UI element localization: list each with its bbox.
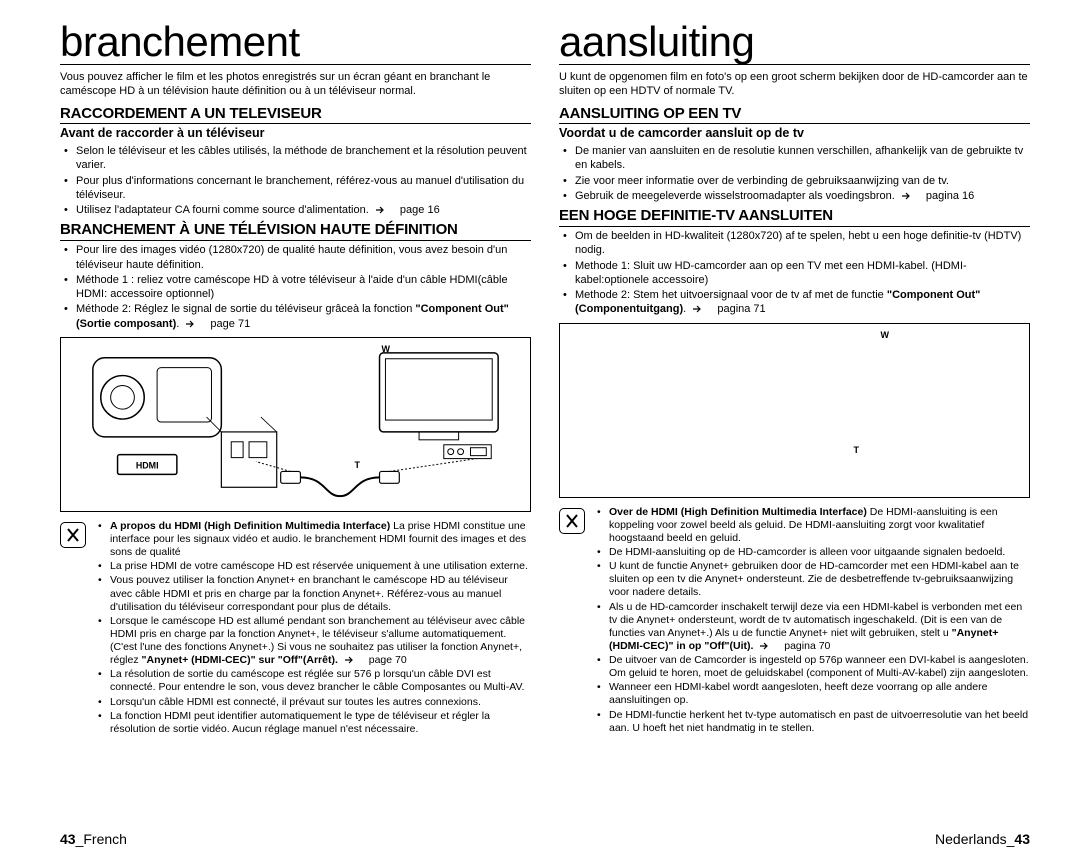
list-item: Vous pouvez utiliser la fonction Anynet+… xyxy=(94,574,531,613)
list-item-text: Méthode 2: Réglez le signal de sortie du… xyxy=(76,303,412,315)
label-w: W xyxy=(382,344,391,355)
intro-nl: U kunt de opgenomen film en foto's op ee… xyxy=(559,71,1030,99)
diagram-svg: HDMI xyxy=(61,338,530,511)
section1-heading-nl: AANSLUITING OP EEN TV xyxy=(559,105,1030,125)
list-item: Om de beelden in HD-kwaliteit (1280x720)… xyxy=(559,229,1030,258)
page-footer-left: 43_French xyxy=(60,831,127,849)
page-ref: pagina 16 xyxy=(926,190,974,202)
list-item: Wanneer een HDMI-kabel wordt aangesloten… xyxy=(593,681,1030,707)
page-footer-right: Nederlands_43 xyxy=(935,831,1030,849)
section1-sub-nl: Voordat u de camcorder aansluit op de tv xyxy=(559,126,1030,142)
page-ref: pagina 70 xyxy=(784,640,830,652)
section1-list-nl: De manier van aansluiten en de resolutie… xyxy=(559,144,1030,203)
list-item: Zie voor meer informatie over de verbind… xyxy=(559,174,1030,188)
list-item-text: Gebruik de meegeleverde wisselstroomadap… xyxy=(575,190,895,202)
note-bold: A propos du HDMI (High Definition Multim… xyxy=(110,520,390,532)
list-item: Méthode 2: Réglez le signal de sortie du… xyxy=(60,302,531,331)
chapter-title-fr: branchement xyxy=(60,20,531,65)
list-item: De HDMI-aansluiting op de HD-camcorder i… xyxy=(593,546,1030,559)
dutch-column: aansluiting U kunt de opgenomen film en … xyxy=(559,20,1030,846)
french-column: branchement Vous pouvez afficher le film… xyxy=(60,20,531,846)
list-item: Methode 2: Stem het uitvoersignaal voor … xyxy=(559,288,1030,317)
section1-sub-fr: Avant de raccorder à un téléviseur xyxy=(60,126,531,142)
language-label: Nederlands xyxy=(935,831,1007,847)
list-item-text: Methode 2: Stem het uitvoersignaal voor … xyxy=(575,289,884,301)
arrow-right-icon xyxy=(692,304,702,314)
section2-list-fr: Pour lire des images vidéo (1280x720) de… xyxy=(60,243,531,331)
note-block-fr: A propos du HDMI (High Definition Multim… xyxy=(60,520,531,741)
label-t: T xyxy=(355,460,361,471)
connection-diagram-nl: W T xyxy=(559,323,1030,498)
list-item-text: Utilisez l'adaptateur CA fourni comme so… xyxy=(76,204,369,216)
page-number: 43 xyxy=(1014,831,1030,847)
list-item: La prise HDMI de votre caméscope HD est … xyxy=(94,560,531,573)
arrow-right-icon xyxy=(375,205,385,215)
section1-heading-fr: RACCORDEMENT A UN TELEVISEUR xyxy=(60,105,531,125)
note-icon xyxy=(60,522,86,548)
section2-heading-fr: BRANCHEMENT À UNE TÉLÉVISION HAUTE DÉFIN… xyxy=(60,221,531,241)
chapter-title-nl: aansluiting xyxy=(559,20,1030,65)
note-bold: Over de HDMI (High Definition Multimedia… xyxy=(609,506,867,518)
section2-list-nl: Om de beelden in HD-kwaliteit (1280x720)… xyxy=(559,229,1030,317)
list-item: La résolution de sortie du caméscope est… xyxy=(94,668,531,694)
list-item: Lorsque le caméscope HD est allumé penda… xyxy=(94,615,531,668)
list-item: A propos du HDMI (High Definition Multim… xyxy=(94,520,531,559)
list-item: Pour plus d'informations concernant le b… xyxy=(60,174,531,203)
list-item: De HDMI-functie herkent het tv-type auto… xyxy=(593,709,1030,735)
label-t: T xyxy=(854,445,860,456)
list-item: Méthode 1 : reliez votre caméscope HD à … xyxy=(60,273,531,302)
list-item: Selon le téléviseur et les câbles utilis… xyxy=(60,144,531,173)
list-item: Lorsqu'un câble HDMI est connecté, il pr… xyxy=(94,696,531,709)
section1-list-fr: Selon le téléviseur et les câbles utilis… xyxy=(60,144,531,217)
page-ref: page 16 xyxy=(400,204,440,216)
arrow-right-icon xyxy=(185,319,195,329)
arrow-right-icon xyxy=(759,641,769,651)
note-list-fr: A propos du HDMI (High Definition Multim… xyxy=(94,520,531,737)
note-block-nl: Over de HDMI (High Definition Multimedia… xyxy=(559,506,1030,740)
list-item: Over de HDMI (High Definition Multimedia… xyxy=(593,506,1030,545)
page-ref: page 70 xyxy=(369,654,407,666)
language-label: French xyxy=(83,831,127,847)
svg-text:HDMI: HDMI xyxy=(136,460,159,470)
list-item: Utilisez l'adaptateur CA fourni comme so… xyxy=(60,203,531,217)
list-item: Methode 1: Sluit uw HD-camcorder aan op … xyxy=(559,259,1030,288)
list-item: De manier van aansluiten en de resolutie… xyxy=(559,144,1030,173)
list-item: La fonction HDMI peut identifier automat… xyxy=(94,710,531,736)
intro-fr: Vous pouvez afficher le film et les phot… xyxy=(60,71,531,99)
note-list-nl: Over de HDMI (High Definition Multimedia… xyxy=(593,506,1030,736)
page-number: 43 xyxy=(60,831,76,847)
list-item: Pour lire des images vidéo (1280x720) de… xyxy=(60,243,531,272)
list-item: Als u de HD-camcorder inschakelt terwijl… xyxy=(593,601,1030,654)
list-item: Gebruik de meegeleverde wisselstroomadap… xyxy=(559,189,1030,203)
note-icon xyxy=(559,508,585,534)
arrow-right-icon xyxy=(344,655,354,665)
page-ref: pagina 71 xyxy=(717,303,765,315)
note-bold: "Anynet+ (HDMI-CEC)" sur "Off"(Arrêt). xyxy=(142,654,338,666)
list-item: U kunt de functie Anynet+ gebruiken door… xyxy=(593,560,1030,599)
list-item: De uitvoer van de Camcorder is ingesteld… xyxy=(593,654,1030,680)
arrow-right-icon xyxy=(901,191,911,201)
section2-heading-nl: EEN HOGE DEFINITIE-TV AANSLUITEN xyxy=(559,207,1030,227)
connection-diagram-fr: W T HDMI xyxy=(60,337,531,512)
label-w: W xyxy=(881,330,890,341)
page-ref: page 71 xyxy=(210,318,250,330)
